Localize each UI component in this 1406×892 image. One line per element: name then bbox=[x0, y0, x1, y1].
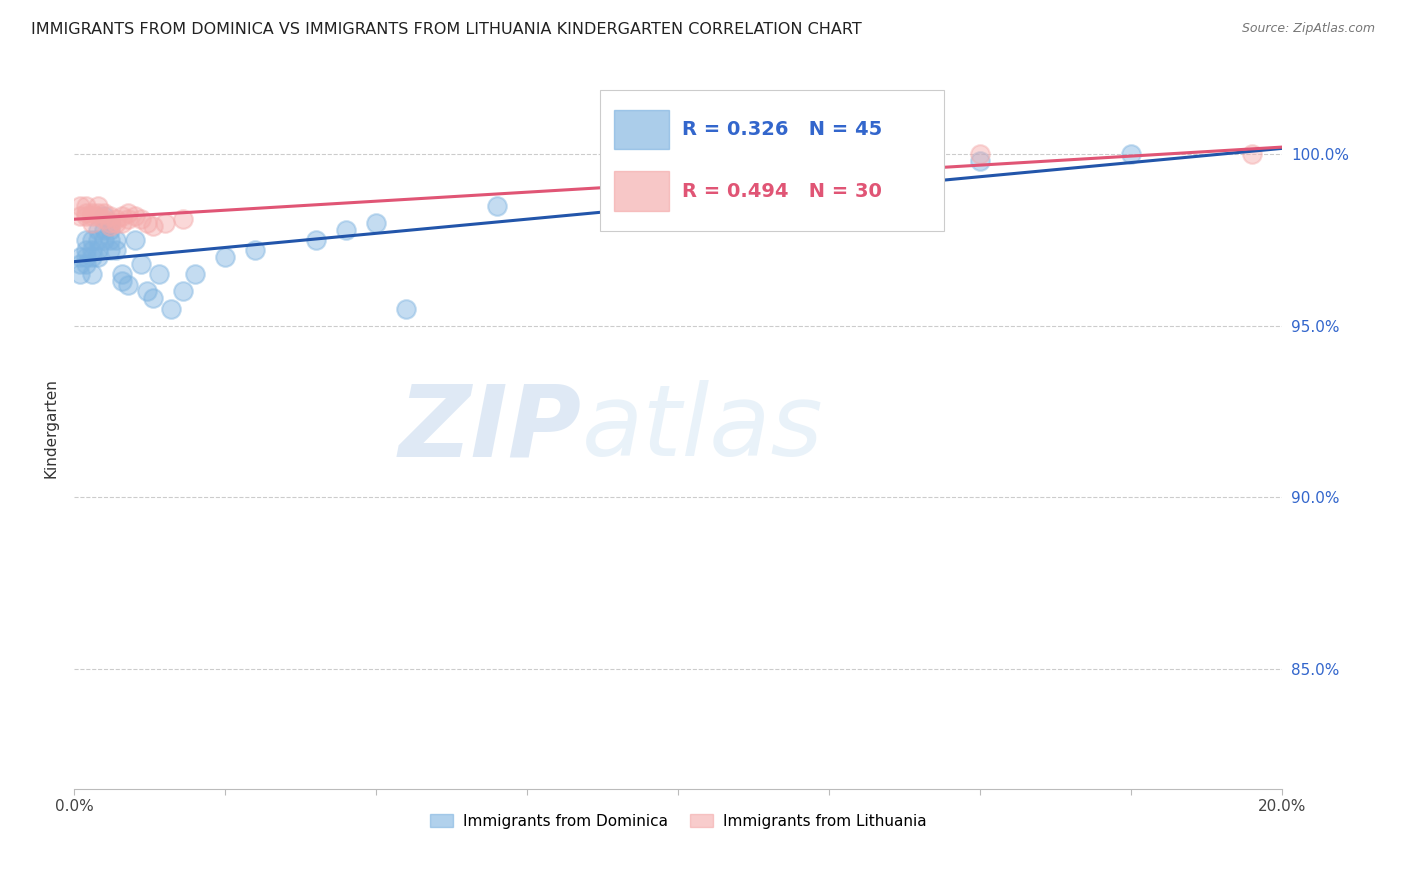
Point bbox=[606, 188, 628, 202]
Point bbox=[98, 216, 121, 230]
Point bbox=[305, 233, 328, 247]
Point bbox=[105, 216, 128, 230]
Point bbox=[245, 244, 267, 258]
Point bbox=[135, 285, 157, 299]
Point bbox=[1121, 147, 1143, 161]
Point bbox=[184, 267, 207, 281]
Point bbox=[82, 250, 104, 264]
Point bbox=[69, 199, 91, 213]
Point bbox=[124, 209, 146, 223]
FancyBboxPatch shape bbox=[614, 110, 669, 149]
Point bbox=[75, 199, 97, 213]
Point bbox=[969, 154, 991, 169]
Point bbox=[98, 222, 121, 236]
Text: R = 0.326   N = 45: R = 0.326 N = 45 bbox=[682, 120, 882, 139]
Point bbox=[335, 222, 357, 236]
Point bbox=[93, 209, 115, 223]
Point bbox=[129, 257, 152, 271]
Point bbox=[135, 216, 157, 230]
Point bbox=[111, 216, 134, 230]
Point bbox=[69, 257, 91, 271]
Point bbox=[75, 209, 97, 223]
Text: ZIP: ZIP bbox=[399, 380, 582, 477]
Point bbox=[82, 233, 104, 247]
Point bbox=[111, 274, 134, 288]
Point bbox=[87, 233, 110, 247]
Point bbox=[93, 205, 115, 219]
Point bbox=[1241, 147, 1264, 161]
Text: IMMIGRANTS FROM DOMINICA VS IMMIGRANTS FROM LITHUANIA KINDERGARTEN CORRELATION C: IMMIGRANTS FROM DOMINICA VS IMMIGRANTS F… bbox=[31, 22, 862, 37]
Point bbox=[117, 205, 139, 219]
Point bbox=[172, 285, 194, 299]
Point bbox=[93, 222, 115, 236]
Point bbox=[395, 301, 418, 316]
Point bbox=[142, 219, 165, 234]
Point bbox=[82, 267, 104, 281]
Point bbox=[117, 212, 139, 227]
Point bbox=[366, 216, 388, 230]
Point bbox=[93, 233, 115, 247]
Point bbox=[129, 212, 152, 227]
Point bbox=[214, 250, 236, 264]
Point bbox=[75, 250, 97, 264]
Point bbox=[486, 199, 509, 213]
Point bbox=[87, 222, 110, 236]
Point bbox=[98, 209, 121, 223]
Point bbox=[98, 244, 121, 258]
Point bbox=[148, 267, 170, 281]
Legend: Immigrants from Dominica, Immigrants from Lithuania: Immigrants from Dominica, Immigrants fro… bbox=[425, 807, 932, 835]
Y-axis label: Kindergarten: Kindergarten bbox=[44, 378, 58, 478]
Point bbox=[98, 219, 121, 234]
Text: Source: ZipAtlas.com: Source: ZipAtlas.com bbox=[1241, 22, 1375, 36]
Point bbox=[82, 205, 104, 219]
Text: R = 0.494   N = 30: R = 0.494 N = 30 bbox=[682, 182, 882, 201]
Point bbox=[969, 147, 991, 161]
Point bbox=[111, 267, 134, 281]
Point bbox=[142, 291, 165, 305]
FancyBboxPatch shape bbox=[600, 90, 945, 230]
Point bbox=[82, 216, 104, 230]
Point bbox=[105, 212, 128, 227]
Point bbox=[87, 209, 110, 223]
Point bbox=[153, 216, 176, 230]
Point bbox=[87, 250, 110, 264]
Point bbox=[159, 301, 181, 316]
Point bbox=[69, 250, 91, 264]
Point bbox=[105, 244, 128, 258]
Point bbox=[82, 209, 104, 223]
Point bbox=[111, 209, 134, 223]
Point bbox=[105, 233, 128, 247]
Point bbox=[75, 205, 97, 219]
Point bbox=[98, 233, 121, 247]
Point bbox=[117, 277, 139, 292]
Point bbox=[98, 216, 121, 230]
Point bbox=[87, 199, 110, 213]
Point bbox=[124, 233, 146, 247]
Point bbox=[75, 257, 97, 271]
Point bbox=[75, 233, 97, 247]
Point bbox=[93, 212, 115, 227]
Point bbox=[87, 205, 110, 219]
Point bbox=[75, 244, 97, 258]
Point bbox=[82, 244, 104, 258]
Point bbox=[69, 267, 91, 281]
Text: atlas: atlas bbox=[582, 380, 824, 477]
FancyBboxPatch shape bbox=[614, 171, 669, 211]
Point bbox=[87, 244, 110, 258]
Point bbox=[172, 212, 194, 227]
Point bbox=[69, 209, 91, 223]
